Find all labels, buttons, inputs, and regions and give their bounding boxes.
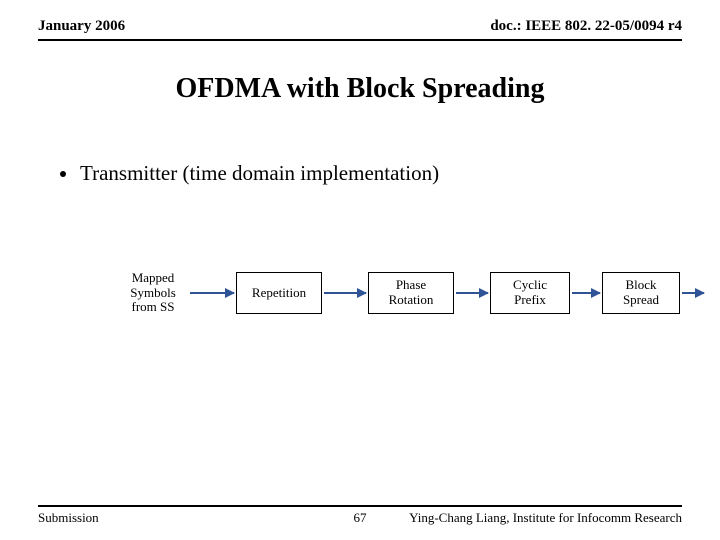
bullet-text: Transmitter (time domain implementation) — [80, 161, 439, 186]
flow-node-label: Prefix — [514, 293, 546, 308]
slide-header: January 2006 doc.: IEEE 802. 22-05/0094 … — [0, 0, 720, 37]
flow-node-label: Symbols — [130, 286, 176, 301]
flow-node-label: from SS — [132, 300, 175, 315]
flow-diagram: MappedSymbolsfrom SS Repetition PhaseRotat… — [0, 266, 720, 346]
flow-node-label: Mapped — [132, 271, 175, 286]
flow-arrow-3 — [572, 292, 600, 294]
flow-node-label: Repetition — [252, 286, 306, 301]
page-number: 67 — [354, 510, 367, 526]
slide-title: OFDMA with Block Spreading — [0, 73, 720, 105]
header-date: January 2006 — [38, 18, 125, 35]
footer-rule — [38, 505, 682, 507]
bullet-item: Transmitter (time domain implementation) — [60, 161, 720, 186]
flow-node-label: Block — [625, 278, 656, 293]
flow-arrow-2 — [456, 292, 488, 294]
flow-arrow-0 — [190, 292, 234, 294]
flow-node-label: Cyclic — [513, 278, 547, 293]
footer-left: Submission — [38, 510, 99, 526]
header-doc-id: doc.: IEEE 802. 22-05/0094 r4 — [490, 18, 682, 35]
flow-node-cyclic: CyclicPrefix — [490, 272, 570, 314]
footer-right: Ying-Chang Liang, Institute for Infocomm… — [409, 510, 682, 526]
flow-node-rep: Repetition — [236, 272, 322, 314]
slide-footer: Submission 67 Ying-Chang Liang, Institut… — [38, 505, 682, 526]
flow-node-block: BlockSpread — [602, 272, 680, 314]
bullet-dot-icon — [60, 171, 66, 177]
header-rule — [38, 39, 682, 41]
flow-node-label: Rotation — [389, 293, 434, 308]
flow-arrow-1 — [324, 292, 366, 294]
flow-node-label: Spread — [623, 293, 659, 308]
flow-arrow-4 — [682, 292, 704, 294]
flow-node-phase: PhaseRotation — [368, 272, 454, 314]
flow-node-mapped: MappedSymbolsfrom SS — [118, 266, 188, 320]
flow-node-label: Phase — [396, 278, 426, 293]
